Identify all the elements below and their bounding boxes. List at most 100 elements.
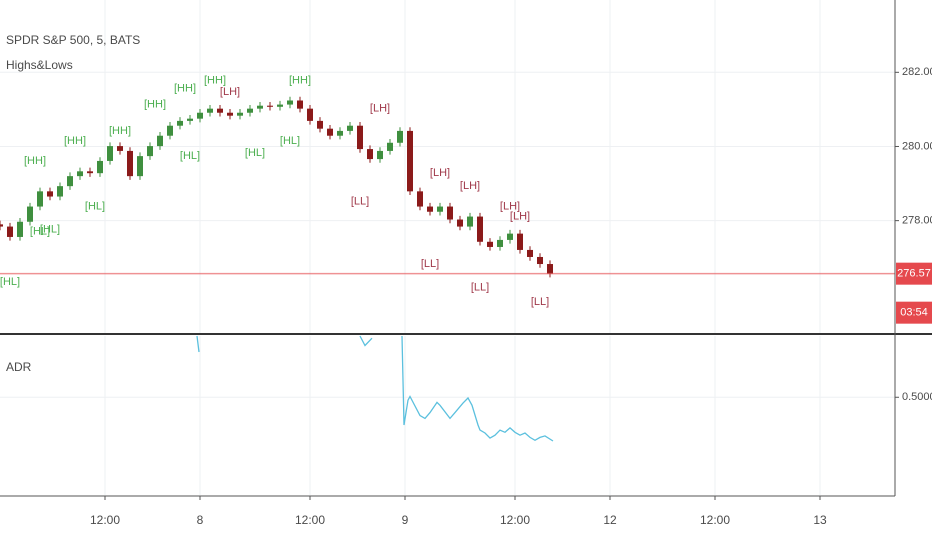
candle-body xyxy=(37,191,43,207)
candle-body xyxy=(197,112,203,119)
candle-body xyxy=(337,130,343,136)
candle-body xyxy=(357,125,363,150)
candle-body xyxy=(237,112,243,116)
pivot-label: [LH] xyxy=(500,200,520,212)
pivot-label: [HH] xyxy=(64,135,86,147)
candle-body xyxy=(427,206,433,212)
pivot-label: [LL] xyxy=(421,258,439,270)
pivot-label: [HH] xyxy=(109,125,131,137)
candle-body xyxy=(227,112,233,116)
candle-body xyxy=(277,104,283,107)
pivot-label: [HL] xyxy=(180,150,200,162)
candle-body xyxy=(287,100,293,105)
candle-body xyxy=(17,221,23,237)
adr-title: ADR xyxy=(6,360,32,374)
candle-body xyxy=(497,239,503,247)
candle-body xyxy=(437,206,443,212)
candle-body xyxy=(117,146,123,151)
price-badge xyxy=(896,262,932,285)
pivot-label: [HH] xyxy=(289,74,311,86)
candle-body xyxy=(457,219,463,227)
chart-title: SPDR S&P 500, 5, BATS xyxy=(6,33,140,47)
candle-body xyxy=(447,206,453,220)
price-label: 276.57 xyxy=(897,268,931,280)
pivot-label: [HL] xyxy=(0,276,20,288)
candle-body xyxy=(77,171,83,177)
candle-body xyxy=(107,146,113,161)
candle-body xyxy=(167,125,173,136)
candle-body xyxy=(187,118,193,121)
pivot-label: [HL] xyxy=(30,226,50,238)
candle-body xyxy=(407,130,413,192)
pivot-label: [LL] xyxy=(471,281,489,293)
adr-pane: 0.5000 xyxy=(0,335,932,495)
candle-body xyxy=(47,191,53,197)
candle-body xyxy=(377,150,383,160)
candle-body xyxy=(147,146,153,157)
candle-body xyxy=(517,233,523,250)
candle-body xyxy=(397,130,403,143)
candle-body xyxy=(87,171,93,174)
pivot-label: [HL] xyxy=(280,135,300,147)
pivot-label: [HH] xyxy=(144,98,166,110)
pivot-label: [HH] xyxy=(204,74,226,86)
candle-body xyxy=(417,191,423,207)
candle-body xyxy=(537,256,543,265)
x-tick-label: 12:00 xyxy=(295,513,325,527)
candle-body xyxy=(217,108,223,113)
countdown-label: 03:54 xyxy=(900,307,928,319)
candle-body xyxy=(547,264,553,274)
candle-body xyxy=(157,135,163,147)
x-tick-label: 12:00 xyxy=(700,513,730,527)
x-tick-label: 12:00 xyxy=(500,513,530,527)
pivot-label: [HH] xyxy=(24,155,46,167)
candle-body xyxy=(307,108,313,121)
pivot-label: [HL] xyxy=(85,200,105,212)
x-tick-label: 13 xyxy=(813,513,827,527)
candle-body xyxy=(387,142,393,151)
y-tick-label: 282.00 xyxy=(902,66,932,78)
candle-body xyxy=(267,105,273,107)
y-tick-label: 0.5000 xyxy=(902,391,932,403)
adr-line xyxy=(196,335,554,442)
candle-body xyxy=(7,226,13,237)
x-tick-label: 12 xyxy=(603,513,617,527)
candle-body xyxy=(0,224,3,227)
pivot-label: [LH] xyxy=(370,103,390,115)
x-tick-label: 8 xyxy=(197,513,204,527)
candle-body xyxy=(347,125,353,131)
candle-body xyxy=(177,120,183,126)
pivot-label: [LL] xyxy=(531,296,549,308)
x-tick-label: 12:00 xyxy=(90,513,120,527)
price-pane: 278.00 280.00 282.00 [HH] [HH] [HH] [HH] [HH] [H… xyxy=(0,0,932,333)
candle-body xyxy=(67,176,73,187)
candle-body xyxy=(57,186,63,197)
countdown-badge xyxy=(896,301,932,324)
candle-body xyxy=(297,100,303,109)
candle-body xyxy=(477,216,483,242)
pivot-label: [HL] xyxy=(40,223,60,235)
y-tick-label: 278.00 xyxy=(902,215,932,227)
candle-body xyxy=(467,216,473,227)
candle-body xyxy=(27,206,33,222)
candle-body xyxy=(327,128,333,136)
candle-body xyxy=(487,241,493,247)
indicator-name: Highs&Lows xyxy=(6,58,73,72)
candle-body xyxy=(247,108,253,113)
candle-body xyxy=(207,108,213,113)
candle-body xyxy=(367,149,373,160)
pivot-label: [LL] xyxy=(351,195,369,207)
pivot-label: [LH] xyxy=(430,167,450,179)
pivot-label: [LH] xyxy=(460,180,480,192)
pivot-label: [LH] xyxy=(510,210,530,222)
candle-body xyxy=(137,156,143,177)
pivot-label: [HL] xyxy=(245,147,265,159)
candle-body xyxy=(127,150,133,177)
candle-body xyxy=(317,120,323,129)
y-tick-label: 280.00 xyxy=(902,140,932,152)
candle-body xyxy=(257,105,263,109)
candle-body xyxy=(507,233,513,240)
candle-body xyxy=(527,249,533,257)
pivot-label: [LH] xyxy=(220,86,240,98)
